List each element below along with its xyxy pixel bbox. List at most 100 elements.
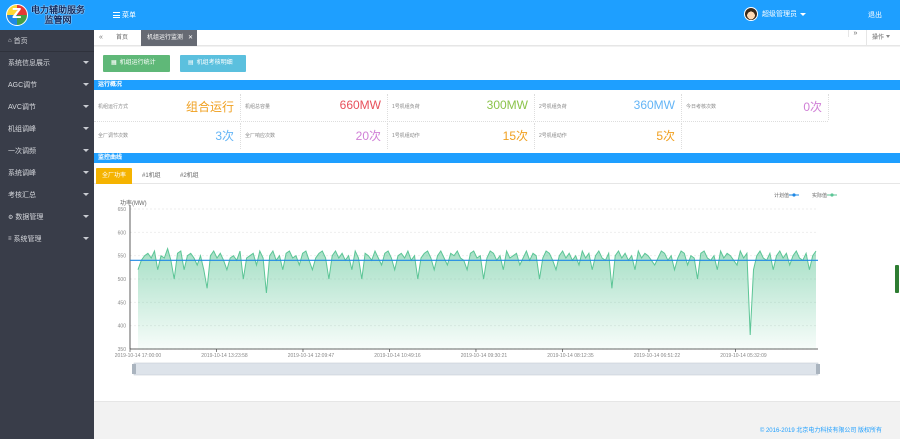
chart-tab[interactable]: 全厂功率 [96, 168, 133, 184]
stat-label: 机组运行方式 [98, 104, 129, 110]
sidebar-item[interactable]: 考核汇总 [0, 184, 94, 206]
x-tick-label: 2019-10-14 05:32:09 [720, 353, 767, 359]
sidebar-item-label: 机组调峰 [8, 126, 36, 133]
y-tick-label: 500 [118, 277, 127, 283]
stat-label: 2号机组动作 [539, 133, 567, 139]
close-icon[interactable]: ✕ [187, 35, 194, 41]
stat-label: 2号机组负荷 [539, 104, 567, 110]
x-tick-label: 2019-10-14 17:00:00 [115, 353, 162, 359]
chart-icon: ▦ [111, 60, 117, 66]
stat-value: 0次 [803, 100, 822, 114]
stat-label: 1号机组动作 [392, 133, 420, 139]
chevron-down-icon [83, 171, 89, 174]
stat-label: 全厂响应次数 [245, 133, 276, 139]
logout-link[interactable]: 退出 [868, 12, 882, 19]
sidebar-item-label: AVC调节 [8, 104, 36, 111]
status-divider [94, 121, 828, 122]
stat-cell: 今日考核次数 0次 [682, 94, 829, 120]
tab-scroll-right-button[interactable]: » [848, 30, 862, 37]
user-name: 超级管理员 [762, 11, 797, 18]
stat-cell: 2号机组负荷 360MW [535, 94, 682, 120]
x-tick-label: 2019-10-14 06:51:22 [634, 353, 681, 359]
zoom-slider-handle-right [816, 364, 820, 374]
y-tick-label: 550 [118, 254, 127, 260]
sidebar-item[interactable]: 系统调峰 [0, 162, 94, 184]
chevron-down-icon [886, 35, 891, 38]
actual-series-line [137, 247, 817, 336]
sidebar-item[interactable]: 机组调峰 [0, 118, 94, 140]
logo[interactable]: 电力辅助服务 监管网 [0, 0, 94, 30]
tab-unit-monitor[interactable]: 机组运行监测 ✕ [141, 30, 198, 46]
menu-toggle-button[interactable]: 菜单 [113, 10, 136, 20]
sidebar-item[interactable]: ⚙ 数据管理 [0, 206, 94, 228]
menu-toggle-label: 菜单 [122, 12, 136, 19]
tab-ops-dropdown[interactable]: 操作 [866, 30, 896, 46]
chevron-down-icon [800, 12, 806, 16]
user-menu[interactable]: 超级管理员 [744, 7, 806, 21]
sidebar-item[interactable]: AVC调节 [0, 96, 94, 118]
logo-mark-icon [6, 4, 28, 26]
gear-icon: ⚙ [8, 214, 14, 221]
tab-scroll-left-button[interactable]: « [99, 34, 103, 41]
sidebar-item[interactable]: ≡ 系统管理 [0, 228, 94, 250]
x-tick-label: 2019-10-14 09:30:21 [461, 353, 508, 359]
chevron-down-icon [83, 61, 89, 64]
legend-label: 计划值 [774, 192, 789, 199]
sidebar-item[interactable]: 一次调频 [0, 140, 94, 162]
logo-text-line2: 监管网 [44, 15, 72, 25]
tab-active-label: 机组运行监测 [147, 35, 184, 41]
x-tick-label: 2019-10-14 08:12:35 [547, 353, 594, 359]
stat-value: 20次 [355, 129, 381, 143]
tab-home-label: 首页 [116, 35, 129, 41]
unit-statistics-button[interactable]: ▦ 机组运行统计 [103, 55, 170, 72]
legend-label: 实际值 [812, 192, 827, 199]
sidebar-item-label: 系统信息展示 [8, 60, 50, 67]
stat-value: 组合运行 [185, 100, 234, 114]
legend-swatch-dot [830, 193, 834, 197]
home-icon: ⌂ [8, 37, 12, 44]
sidebar-item-label: 数据管理 [15, 214, 44, 221]
sidebar-item-label: 考核汇总 [8, 192, 36, 199]
menu-icon: ≡ [8, 236, 12, 242]
x-tick-label: 2019-10-14 10:49:16 [374, 353, 421, 359]
chevron-down-icon [83, 193, 89, 196]
legend-swatch-dot [792, 193, 796, 197]
y-tick-label: 400 [118, 324, 127, 330]
sidebar-item-label: 系统管理 [13, 236, 42, 243]
top-bar: 电力辅助服务 监管网 菜单 超级管理员 退出 [0, 0, 900, 30]
status-row-1: 机组运行方式 组合运行 机组总容量 660MW 1号机组负荷 300MW 2号机组负荷 360… [94, 94, 829, 120]
y-axis-label: 功率(MW) [120, 199, 147, 207]
tab-ops-label: 操作 [872, 35, 885, 41]
unit-assessment-button[interactable]: ▤ 机组考核明细 [180, 55, 246, 72]
footer-copyright: © 2016-2019 北京电力科技有限公司 版权所有 [759, 428, 882, 434]
chart-tab[interactable]: #1机组 [142, 173, 161, 179]
chevron-down-icon [83, 83, 89, 86]
stat-cell: 全厂调节次数 3次 [94, 123, 241, 149]
stat-cell: 2号机组动作 5次 [535, 123, 682, 149]
chevron-down-icon [83, 215, 89, 218]
footer: © 2016-2019 北京电力科技有限公司 版权所有 [94, 401, 900, 439]
stat-value: 15次 [502, 129, 528, 143]
y-tick-label: 350 [118, 347, 127, 353]
stat-label: 机组总容量 [245, 104, 271, 110]
y-tick-label: 600 [118, 230, 127, 236]
sidebar: ⌂ 首页系统信息展示 AGC调节 AVC调节机组调峰一次调频系统调峰考核汇总 ⚙ 数据管理… [0, 30, 94, 439]
chevron-down-icon [83, 105, 89, 108]
stat-cell: 机组总容量 660MW [241, 94, 388, 120]
tab-home[interactable]: 首页 [110, 30, 134, 46]
stat-value: 300MW [486, 98, 528, 112]
sidebar-item[interactable]: ⌂ 首页 [0, 30, 94, 52]
stat-cell: 机组运行方式 组合运行 [94, 94, 241, 120]
y-tick-label: 650 [118, 207, 127, 213]
sidebar-item[interactable]: AGC调节 [0, 74, 94, 96]
sidebar-item-label: AGC调节 [8, 82, 38, 89]
stat-value: 5次 [656, 129, 675, 143]
sidebar-item-label: 系统调峰 [8, 170, 36, 177]
sidebar-item[interactable]: 系统信息展示 [0, 52, 94, 74]
avatar [744, 7, 758, 21]
page-scrollbar[interactable] [895, 265, 899, 293]
stat-label: 全厂调节次数 [98, 133, 129, 139]
sidebar-item-label: 首页 [13, 37, 28, 45]
chart-tab[interactable]: #2机组 [180, 173, 199, 179]
main-content: ▦ 机组运行统计 ▤ 机组考核明细 运行概况 机组运行方式 组合运行 机组总容量 660M… [94, 47, 900, 439]
